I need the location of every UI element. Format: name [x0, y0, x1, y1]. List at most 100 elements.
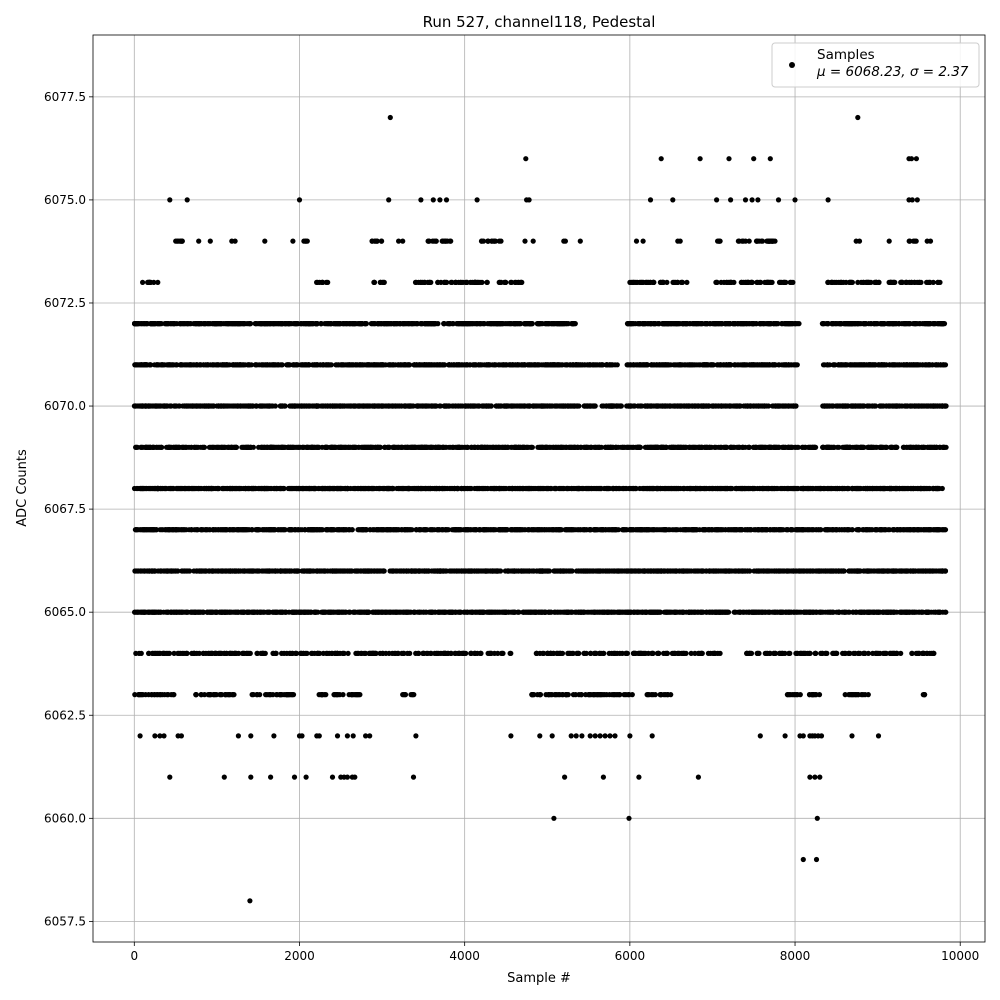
data-point: [544, 485, 550, 492]
data-point: [934, 485, 940, 492]
data-point: [557, 609, 563, 615]
data-point: [366, 650, 372, 657]
data-point: [689, 609, 695, 615]
data-point: [413, 527, 420, 533]
data-point: [332, 650, 338, 657]
data-point: [404, 609, 410, 615]
data-point: [279, 485, 285, 492]
data-point: [332, 609, 338, 615]
data-point: [544, 650, 551, 657]
data-point: [558, 485, 564, 492]
data-point: [839, 485, 846, 492]
data-point: [254, 568, 261, 574]
data-point: [206, 568, 212, 574]
data-point: [146, 692, 152, 698]
data-point: [736, 485, 743, 492]
data-point: [427, 485, 433, 492]
data-point: [741, 609, 747, 615]
data-point: [330, 568, 336, 574]
data-point: [506, 609, 512, 615]
data-point: [539, 485, 545, 492]
data-point: [816, 527, 822, 533]
data-point: [777, 609, 783, 615]
data-point: [371, 568, 377, 574]
data-point: [650, 650, 656, 657]
data-point: [830, 568, 836, 574]
data-point: [732, 609, 738, 615]
data-point: [499, 527, 505, 533]
data-point: [823, 650, 829, 657]
data-point: [817, 568, 823, 574]
data-point: [873, 527, 879, 533]
data-point: [552, 609, 558, 615]
data-point: [289, 692, 295, 698]
data-point: [209, 650, 215, 657]
data-point: [254, 650, 260, 657]
data-point: [820, 485, 827, 492]
data-point: [311, 527, 317, 533]
data-point: [830, 609, 837, 615]
data-point: [442, 527, 449, 533]
data-point: [873, 650, 879, 657]
data-point: [862, 692, 868, 698]
data-point: [480, 609, 486, 615]
data-point: [324, 650, 330, 657]
data-point: [588, 650, 594, 657]
data-point: [219, 609, 225, 615]
data-point: [437, 568, 443, 574]
data-point: [843, 609, 850, 615]
data-point: [515, 609, 521, 615]
data-point: [850, 609, 856, 615]
data-point: [645, 527, 652, 533]
data-point: [755, 568, 761, 574]
data-point: [675, 650, 681, 657]
data-point: [184, 609, 190, 615]
data-point: [171, 650, 177, 657]
data-point: [695, 650, 701, 657]
data-point: [463, 527, 470, 533]
data-point: [188, 527, 195, 533]
data-point: [409, 692, 416, 698]
data-point: [805, 527, 811, 533]
data-point: [598, 692, 604, 698]
data-point: [372, 609, 378, 615]
data-point: [829, 527, 836, 533]
data-point: [263, 485, 269, 492]
data-point: [472, 485, 478, 492]
data-point: [640, 650, 646, 657]
data-point: [511, 527, 518, 533]
data-point: [385, 527, 391, 533]
data-point: [277, 692, 283, 698]
data-point: [707, 609, 713, 615]
data-point: [215, 485, 221, 492]
data-point: [475, 609, 481, 615]
data-point: [906, 609, 912, 615]
data-point: [894, 485, 900, 492]
data-point: [817, 609, 824, 615]
data-point: [292, 609, 299, 615]
data-point: [443, 568, 449, 574]
data-point: [824, 568, 830, 574]
data-point: [467, 568, 474, 574]
data-point: [733, 527, 739, 533]
data-point: [702, 485, 708, 492]
data-point: [664, 568, 670, 574]
data-point: [787, 609, 793, 615]
data-point: [422, 527, 428, 533]
data-point: [803, 650, 809, 657]
data-point: [289, 650, 295, 657]
data-point: [550, 527, 556, 533]
data-point: [212, 568, 218, 574]
data-point: [340, 609, 346, 615]
data-point: [632, 650, 638, 657]
data-point: [856, 527, 862, 533]
data-point: [192, 609, 198, 615]
data-point: [614, 527, 620, 533]
data-point: [272, 527, 278, 533]
data-point: [550, 650, 556, 657]
data-point: [402, 692, 409, 698]
data-point: [616, 692, 622, 698]
data-point: [718, 527, 724, 533]
data-point: [395, 650, 401, 657]
data-point: [688, 650, 694, 657]
